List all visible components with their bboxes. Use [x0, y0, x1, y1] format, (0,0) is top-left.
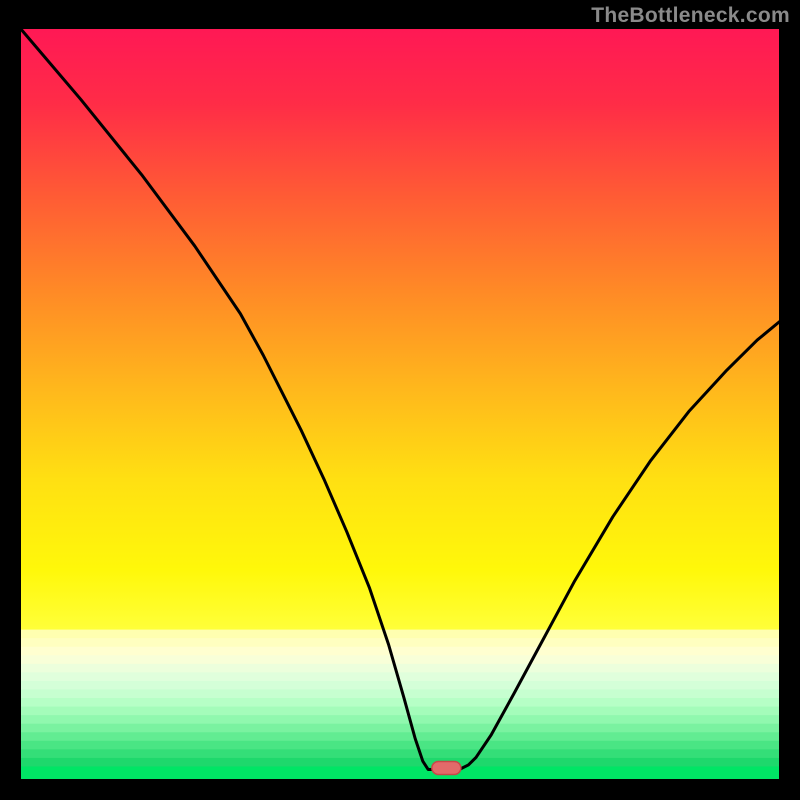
chart-stage: TheBottleneck.com: [0, 0, 800, 800]
chart-svg: [0, 0, 800, 800]
attribution-label: TheBottleneck.com: [591, 4, 790, 28]
optimum-marker: [432, 761, 461, 774]
